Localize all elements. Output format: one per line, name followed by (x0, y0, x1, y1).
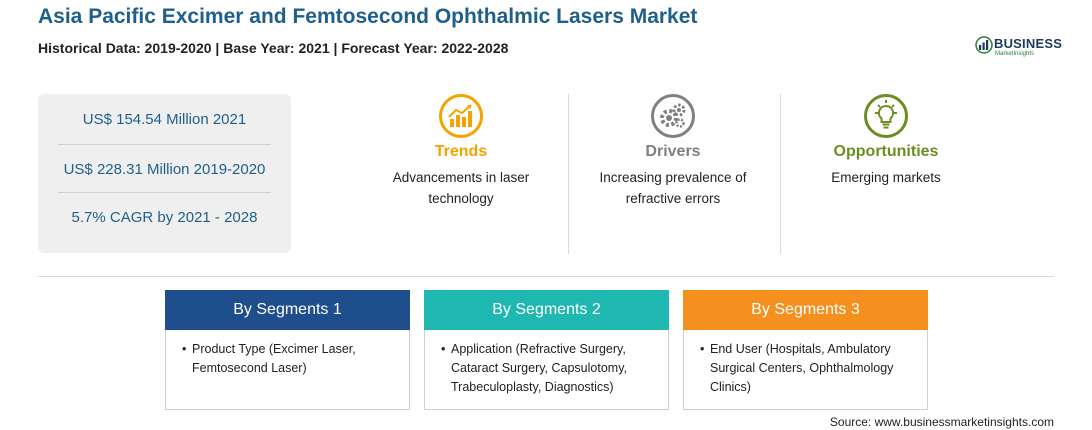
segment-3-body: • End User (Hospitals, Ambulatory Surgica… (683, 330, 928, 410)
segment-card-2: By Segments 2 • Application (Refractive S… (424, 290, 669, 410)
stat-cagr: 5.7% CAGR by 2021 - 2028 (71, 209, 258, 226)
logo-wordmark: BUSINESS (994, 36, 1063, 51)
market-stats-panel: US$ 154.54 Million 2021 US$ 228.31 Milli… (38, 94, 291, 253)
segment-3-item: End User (Hospitals, Ambulatory Surgical… (710, 342, 894, 394)
opportunities-text: Emerging markets (831, 170, 941, 185)
chart-growth-icon (439, 94, 483, 138)
bullet-icon: • (441, 342, 446, 356)
segment-card-1: By Segments 1 • Product Type (Excimer Las… (165, 290, 410, 410)
page-subtitle: Historical Data: 2019-2020 | Base Year: … (38, 40, 509, 56)
source-credit: Source: www.businessmarketinsights.com (829, 415, 1054, 429)
page-title: Asia Pacific Excimer and Femtosecond Oph… (38, 5, 698, 28)
segment-card-3: By Segments 3 • End User (Hospitals, Ambu… (683, 290, 928, 410)
section-divider (38, 276, 1054, 277)
trends-text: Advancements in laser technology (392, 170, 530, 206)
stats-divider (58, 192, 271, 193)
segment-1-body: • Product Type (Excimer Laser, Femtosecon… (165, 330, 410, 410)
segment-2-item: Application (Refractive Surgery, Catarac… (451, 342, 627, 394)
logo-tagline: MarketInsights (995, 51, 1035, 57)
segment-1-heading: By Segments 1 (165, 290, 410, 330)
opportunities-title: Opportunities (833, 143, 939, 160)
column-divider (568, 94, 569, 254)
segment-2-body: • Application (Refractive Surgery, Catara… (424, 330, 669, 410)
segment-3-heading: By Segments 3 (683, 290, 928, 330)
drivers-column: Drivers Increasing prevalence of refract… (578, 94, 768, 209)
trends-title: Trends (434, 143, 488, 160)
lightbulb-icon (864, 94, 908, 138)
drivers-title: Drivers (645, 143, 701, 160)
opportunities-column: Opportunities Emerging markets (791, 94, 981, 188)
bullet-icon: • (182, 342, 187, 356)
drivers-text: Increasing prevalence of refractive erro… (599, 170, 747, 206)
logo-globe-icon (975, 36, 993, 54)
bullet-icon: • (700, 342, 705, 356)
stat-market-size-2021: US$ 154.54 Million 2021 (82, 111, 247, 128)
brand-logo[interactable]: BUSINESS MarketInsights (975, 34, 1065, 62)
stats-divider (58, 144, 271, 145)
gears-icon (651, 94, 695, 138)
trends-column: Trends Advancements in laser technology (366, 94, 556, 209)
segment-1-item: Product Type (Excimer Laser, Femtosecond… (192, 342, 356, 375)
segment-2-heading: By Segments 2 (424, 290, 669, 330)
column-divider (780, 94, 781, 254)
stat-market-size-historical: US$ 228.31 Million 2019-2020 (63, 161, 266, 178)
